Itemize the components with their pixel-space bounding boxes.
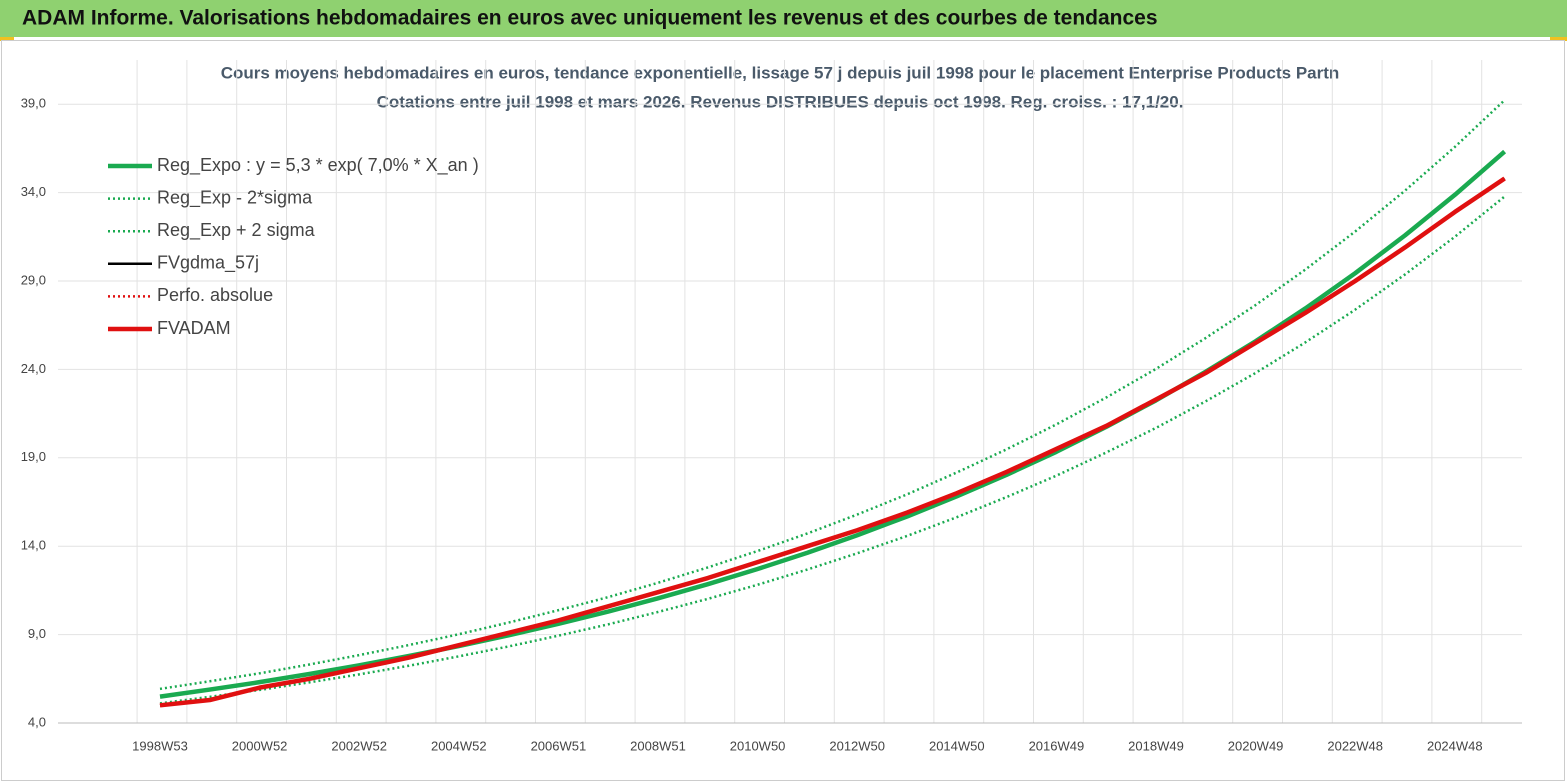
header-bar xyxy=(0,0,1567,37)
legend-label: FVgdma_57j xyxy=(157,253,259,274)
legend-label: FVADAM xyxy=(157,318,231,338)
series-line xyxy=(159,149,1507,699)
y-tick-label: 19,0 xyxy=(21,449,46,464)
x-tick-label: 1998W53 xyxy=(132,738,188,753)
series-line xyxy=(159,176,1506,708)
x-tick-label: 2006W51 xyxy=(531,738,587,753)
chart-frame xyxy=(1,40,1565,781)
y-tick-label: 4,0 xyxy=(28,714,46,729)
x-tick-label: 2010W50 xyxy=(730,738,786,753)
legend-label: Reg_Exp - 2*sigma xyxy=(157,187,313,208)
legend-label: Perfo. absolue xyxy=(157,285,273,305)
x-tick-label: 2014W50 xyxy=(929,738,985,753)
accent xyxy=(0,37,14,41)
series-line xyxy=(159,177,1506,707)
chart-subtitle: Cotations entre juil 1998 et mars 2026. … xyxy=(377,92,1184,111)
x-tick-label: 2022W48 xyxy=(1327,738,1383,753)
legend: Reg_Expo : y = 5,3 * exp( 7,0% * X_an ) R… xyxy=(108,155,479,338)
plot xyxy=(159,99,1507,708)
y-tick-label: 9,0 xyxy=(28,626,46,641)
series-line xyxy=(159,177,1506,707)
x-tick-label: 2002W52 xyxy=(331,738,387,753)
y-tick-label: 34,0 xyxy=(21,184,46,199)
x-tick-label: 2012W50 xyxy=(829,738,885,753)
header-title: ADAM Informe. Valorisations hebdomadaire… xyxy=(22,7,1158,30)
y-tick-label: 24,0 xyxy=(21,361,46,376)
x-tick-label: 2008W51 xyxy=(630,738,686,753)
series-line xyxy=(159,195,1506,705)
series-line xyxy=(159,99,1506,691)
x-tick-label: 2018W49 xyxy=(1128,738,1184,753)
x-tick-label: 2024W48 xyxy=(1427,738,1483,753)
x-tick-label: 2020W49 xyxy=(1228,738,1284,753)
grid: 4,0 9,0 14,0 19,0 24,0 29,0 34,0 39,0 1998W53 200… xyxy=(21,60,1522,753)
legend-label: Reg_Exp + 2 sigma xyxy=(157,220,316,241)
legend-label: Reg_Expo : y = 5,3 * exp( 7,0% * X_an ) xyxy=(157,155,479,176)
chart-title: Cours moyens hebdomadaires en euros, ten… xyxy=(221,63,1340,82)
y-tick-label: 29,0 xyxy=(21,272,46,287)
accent xyxy=(1550,37,1567,41)
y-tick-label: 39,0 xyxy=(21,96,46,111)
y-tick-label: 14,0 xyxy=(21,538,46,553)
x-tick-label: 2016W49 xyxy=(1029,738,1085,753)
x-tick-label: 2004W52 xyxy=(431,738,487,753)
x-tick-label: 2000W52 xyxy=(232,738,288,753)
